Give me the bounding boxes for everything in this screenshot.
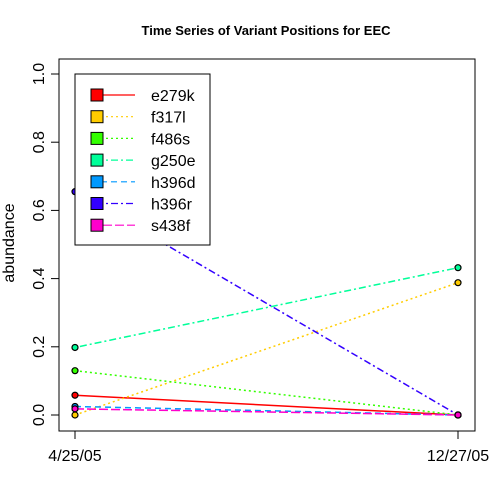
legend-swatch-h396d [90, 175, 104, 189]
data-point-s438f [71, 405, 79, 413]
y-tick-label: 0.0 [31, 404, 48, 426]
series-line-e279k [74, 394, 459, 416]
legend-swatch-h396r [90, 197, 104, 210]
chart-title: Time Series of Variant Positions for EEC [142, 23, 392, 38]
x-tick-label: 4/25/05 [48, 448, 101, 465]
legend-swatch-g250e [90, 153, 104, 167]
data-point-f486s [71, 367, 79, 375]
data-point-s438f [454, 411, 462, 419]
series-line-s438f [74, 408, 459, 416]
legend-label-g250e: g250e [151, 153, 196, 170]
x-axis: 4/25/05 12/27/05 [48, 430, 489, 465]
legend-swatch-e279k [90, 88, 104, 102]
data-point-e279k [71, 391, 79, 399]
legend-label-f486s: f486s [151, 131, 190, 148]
legend-swatch-s438f [90, 218, 104, 232]
series-line-f486s [74, 369, 459, 416]
legend: e279k f317l f486s g250e h396d h396r s438f [74, 73, 211, 246]
series-lines [74, 190, 459, 416]
legend-label-h396d: h396d [151, 175, 196, 192]
series-points [71, 188, 462, 419]
data-point-f317l [71, 411, 79, 419]
data-point-g250e [71, 343, 79, 352]
series-line-g250e [74, 266, 459, 349]
data-point-g250e [454, 264, 462, 272]
legend-swatch-f486s [90, 131, 104, 145]
y-tick-label: 0.8 [31, 131, 48, 153]
legend-label-s438f: s438f [151, 218, 191, 235]
data-point-f317l [454, 279, 462, 287]
y-axis-label: abundance [1, 203, 18, 282]
x-tick-label: 12/27/05 [427, 448, 489, 465]
y-tick-label: 1.0 [31, 63, 48, 85]
legend-label-f317l: f317l [151, 110, 186, 127]
y-axis: 0.0 0.2 0.4 0.6 0.8 1.0 [31, 63, 60, 426]
legend-label-e279k: e279k [151, 88, 196, 105]
series-line-h396d [74, 405, 459, 416]
legend-label-h396r: h396r [151, 197, 193, 214]
y-tick-label: 0.2 [31, 336, 48, 358]
series-line-h396r [74, 190, 459, 416]
y-tick-label: 0.6 [31, 199, 48, 221]
legend-swatch-f317l [90, 110, 104, 124]
y-tick-label: 0.4 [31, 267, 48, 289]
